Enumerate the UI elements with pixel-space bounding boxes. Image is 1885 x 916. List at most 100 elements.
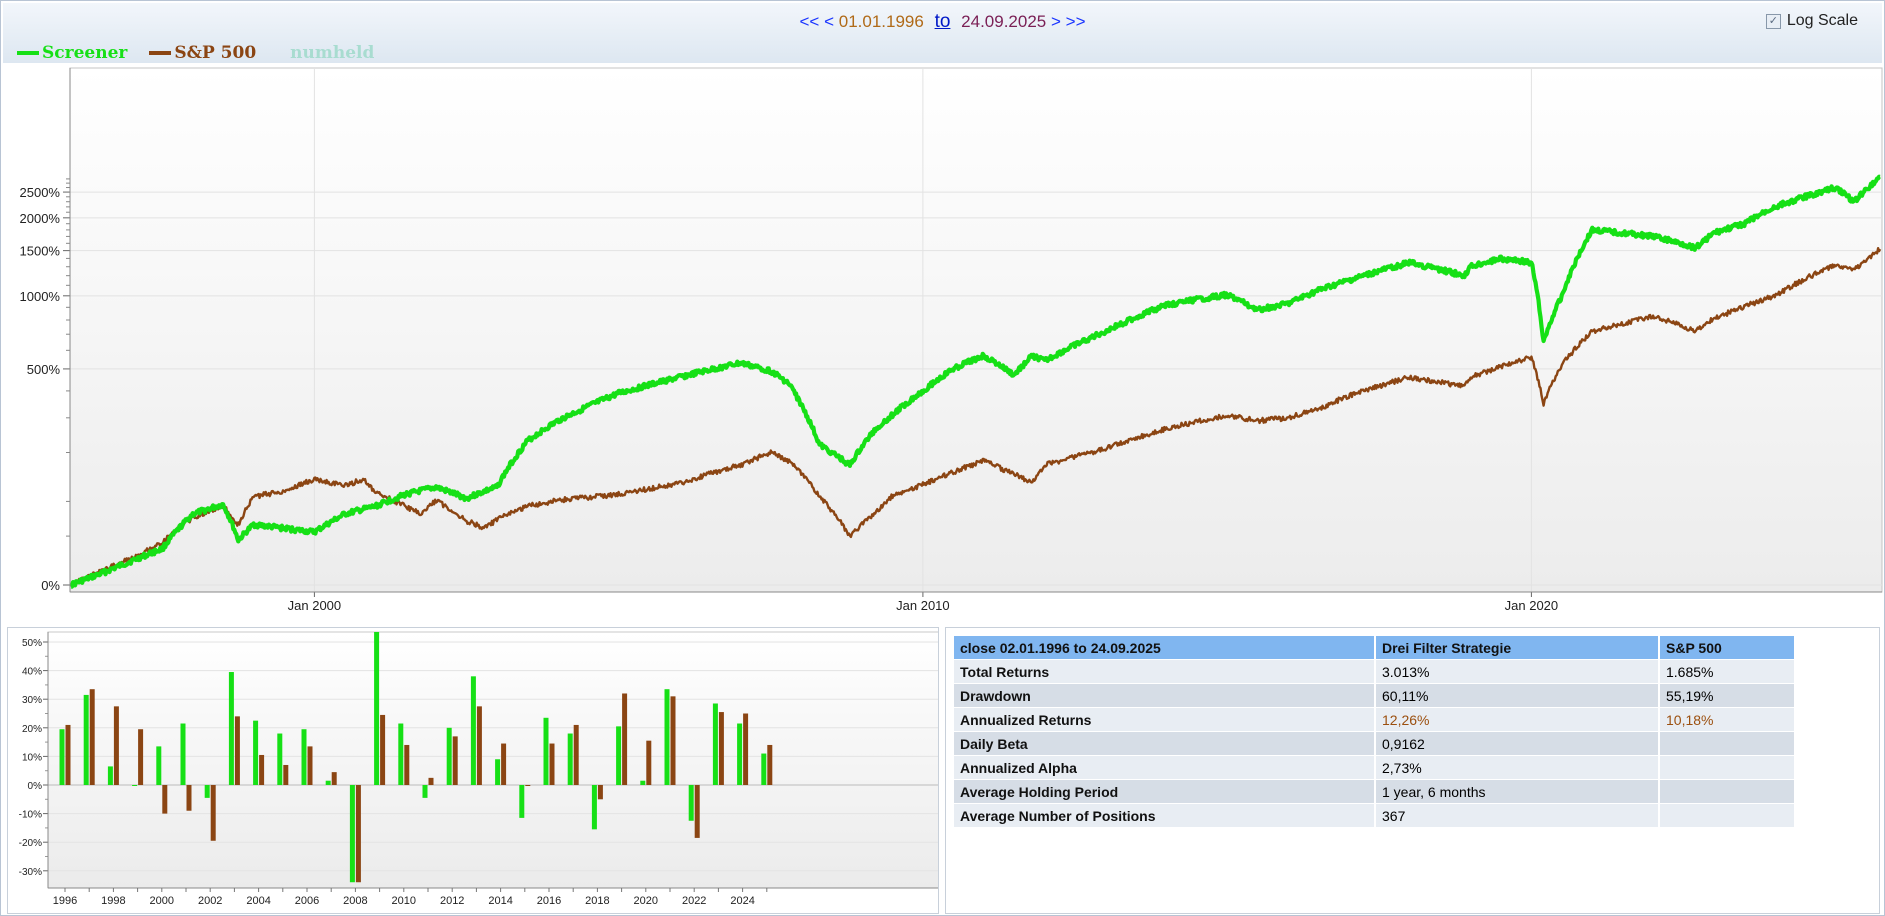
bar-s-p-500-2024: [743, 713, 749, 785]
stats-label: Total Returns: [954, 659, 1376, 684]
stats-row-annualized-alpha: Annualized Alpha 2,73%: [954, 755, 1796, 780]
bar-s-p-500-1996: [65, 724, 71, 785]
bar-screener-2009: [374, 631, 380, 785]
date-from[interactable]: 01.01.1996: [838, 12, 924, 31]
bar-screener-2023: [712, 703, 718, 785]
stats-header-sp500: S&P 500: [1659, 636, 1796, 660]
bar-s-p-500-2000: [162, 785, 168, 814]
bar-y-tick-label: 30%: [22, 695, 42, 706]
bar-screener-2005: [277, 733, 283, 785]
bar-s-p-500-1998: [113, 706, 119, 785]
to-link[interactable]: to: [934, 11, 951, 32]
stats-row-daily-beta: Daily Beta 0,9162: [954, 731, 1796, 756]
bar-s-p-500-2008: [355, 785, 361, 883]
date-navigator: << < 01.01.1996 to 24.09.2025 > >>: [3, 11, 1882, 33]
bar-x-tick-label: 2020: [634, 895, 658, 907]
annual-returns-panel: -30% -20% -10% 0% 10% 20% 30% 40% 50% 1996 1998 200…: [7, 627, 939, 914]
bar-y-tick-label: -30%: [19, 867, 42, 878]
stats-sp500-value: [1659, 731, 1796, 756]
bar-screener-2021: [664, 689, 670, 785]
log-scale-toggle[interactable]: ✓ Log Scale: [1765, 12, 1858, 30]
bar-s-p-500-2010: [404, 744, 410, 785]
stats-strategy-value: 12,26%: [1375, 707, 1660, 732]
main-line-chart[interactable]: 0% 500% 1000% 1500% 2000% 2500% Jan 2000 Jan 20…: [3, 63, 1884, 623]
stats-strategy-value: 367: [1375, 803, 1660, 828]
bar-s-p-500-2013: [476, 706, 482, 785]
stats-sp500-value: [1659, 755, 1796, 780]
stats-row-average-holding-period: Average Holding Period 1 year, 6 months: [954, 779, 1796, 804]
bar-s-p-500-2012: [452, 736, 458, 785]
nav-prev-button[interactable]: <: [824, 12, 834, 31]
bar-s-p-500-1997: [89, 689, 95, 785]
bar-s-p-500-2006: [307, 746, 313, 785]
x-tick-label: Jan 2010: [896, 598, 950, 613]
stats-row-drawdown: Drawdown 60,11% 55,19%: [954, 683, 1796, 708]
bar-x-tick-label: 2014: [488, 895, 512, 907]
annual-returns-bar-chart[interactable]: -30% -20% -10% 0% 10% 20% 30% 40% 50% 1996 1998 200…: [8, 628, 938, 913]
legend-swatch-screener: [17, 51, 39, 55]
nav-next-button[interactable]: >: [1050, 12, 1061, 31]
nav-first-button[interactable]: <<: [799, 12, 820, 31]
x-tick-label: Jan 2000: [288, 598, 342, 613]
stats-sp500-value: 1.685%: [1659, 659, 1796, 684]
stats-strategy-value: 60,11%: [1375, 683, 1660, 708]
bar-s-p-500-2015: [525, 785, 531, 786]
date-to[interactable]: 24.09.2025: [961, 12, 1047, 31]
stats-row-average-number-of-positions: Average Number of Positions 367: [954, 803, 1796, 828]
stats-label: Average Holding Period: [954, 779, 1376, 804]
legend-label-numheld: numheld: [290, 43, 375, 63]
bar-screener-1996: [59, 729, 65, 785]
stats-strategy-value: 2,73%: [1375, 755, 1660, 780]
bar-s-p-500-2005: [283, 764, 289, 785]
bar-screener-2008: [349, 785, 355, 883]
bar-x-tick-label: 2012: [440, 895, 464, 907]
series-line-s-p-500: [70, 247, 1882, 588]
legend-swatch-sp500: [149, 51, 172, 55]
bar-y-tick-label: -10%: [19, 810, 42, 821]
statistics-header-row: close 02.01.1996 to 24.09.2025 Drei Filt…: [954, 636, 1796, 660]
bar-screener-1999: [132, 785, 138, 786]
bar-y-tick-label: 0%: [28, 781, 43, 792]
log-scale-checkbox[interactable]: ✓: [1765, 13, 1781, 29]
bar-screener-1997: [83, 694, 89, 785]
log-scale-label: Log Scale: [1786, 12, 1858, 29]
bar-s-p-500-2002: [210, 785, 216, 841]
bar-screener-2000: [156, 746, 162, 785]
stats-header-period: close 02.01.1996 to 24.09.2025: [954, 636, 1376, 660]
bar-screener-2019: [616, 726, 622, 785]
legend-item-screener[interactable]: Screener: [17, 43, 127, 63]
bar-s-p-500-2017: [573, 724, 579, 785]
bar-screener-2012: [446, 727, 452, 785]
legend-item-sp500[interactable]: S&P 500: [149, 43, 256, 63]
stats-sp500-value: 10,18%: [1659, 707, 1796, 732]
legend-item-numheld[interactable]: numheld: [290, 43, 374, 63]
bar-x-tick-label: 2024: [730, 895, 754, 907]
y-tick-label: 500%: [27, 362, 61, 377]
y-tick-label: 1500%: [20, 244, 61, 259]
statistics-panel: close 02.01.1996 to 24.09.2025 Drei Filt…: [945, 627, 1880, 914]
stats-sp500-value: [1659, 779, 1796, 804]
bar-x-tick-label: 2022: [682, 895, 706, 907]
bar-screener-2016: [543, 717, 549, 785]
bar-screener-2014: [495, 759, 501, 785]
nav-last-button[interactable]: >>: [1065, 12, 1086, 31]
bar-x-tick-label: 2004: [246, 895, 270, 907]
bar-x-tick-label: 2000: [150, 895, 174, 907]
bar-screener-2011: [422, 785, 428, 798]
chart-legend: Screener S&P 500 numheld: [17, 43, 396, 63]
bar-x-tick-label: 2016: [537, 895, 561, 907]
stats-label: Annualized Returns: [954, 707, 1376, 732]
bar-screener-2003: [228, 672, 234, 785]
x-tick-label: Jan 2020: [1505, 598, 1559, 613]
statistics-table: close 02.01.1996 to 24.09.2025 Drei Filt…: [954, 636, 1796, 828]
bar-x-tick-label: 2018: [585, 895, 609, 907]
bar-screener-1998: [107, 766, 113, 785]
bar-screener-2010: [398, 723, 404, 785]
stats-strategy-value: 3.013%: [1375, 659, 1660, 684]
bar-x-tick-label: 2002: [198, 895, 222, 907]
bar-s-p-500-2025: [767, 744, 773, 785]
bar-screener-2007: [325, 780, 331, 785]
bar-s-p-500-2020: [646, 740, 652, 785]
bar-x-tick-label: 1998: [101, 895, 125, 907]
